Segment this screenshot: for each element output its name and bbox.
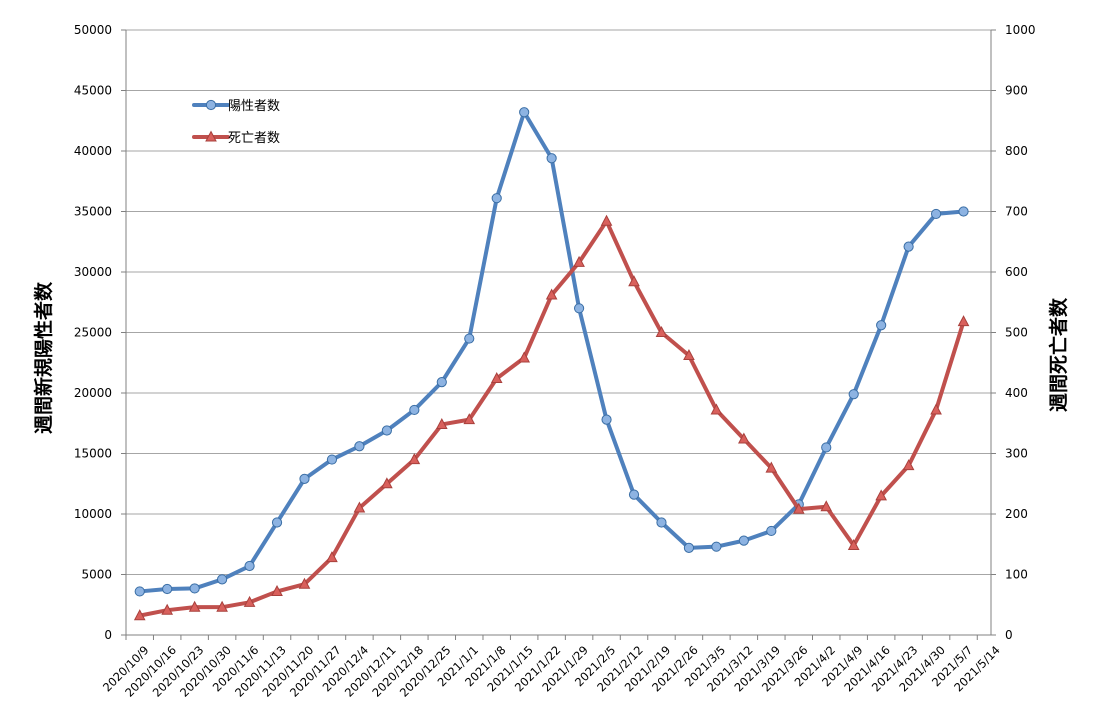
- data-point: [656, 517, 667, 528]
- data-point: [683, 349, 695, 361]
- data-point: [765, 461, 778, 473]
- gridlines: [126, 29, 991, 575]
- data-point: [162, 583, 173, 595]
- data-point: [189, 583, 200, 594]
- data-point: [573, 255, 585, 267]
- y-tick-label: 15000: [74, 447, 112, 461]
- data-point: [711, 541, 722, 552]
- y2-tick-label: 700: [1005, 205, 1028, 219]
- y2-tick-label: 1000: [1005, 23, 1036, 37]
- data-point: [848, 389, 859, 400]
- data-point: [930, 403, 942, 415]
- data-point: [710, 403, 723, 415]
- data-point: [546, 153, 557, 164]
- data-point: [408, 453, 421, 465]
- data-point: [244, 560, 255, 572]
- data-point: [188, 600, 201, 612]
- data-point: [847, 538, 860, 551]
- legend-marker: [205, 130, 217, 142]
- data-point: [490, 372, 503, 384]
- data-point: [820, 500, 833, 512]
- y2-axis-title: 週間死亡者数: [1047, 297, 1070, 412]
- x-axis-ticks: 2020/10/92020/10/162020/10/232020/10/302…: [100, 643, 1003, 700]
- data-point: [930, 208, 942, 220]
- legend-label: 死亡者数: [228, 131, 280, 146]
- y-axis-ticks: 0 5000 10000 15000 20000 25000 30000 35000 40000…: [74, 23, 112, 642]
- y2-tick-label: 400: [1005, 386, 1028, 400]
- data-point: [683, 542, 695, 553]
- y2-tick-label: 500: [1005, 326, 1028, 340]
- data-point: [381, 477, 393, 489]
- y-tick-label: 50000: [74, 23, 112, 37]
- data-point: [738, 535, 749, 546]
- data-point: [463, 413, 476, 425]
- data-point: [134, 586, 145, 597]
- data-point: [957, 315, 970, 327]
- data-point: [161, 603, 174, 615]
- data-point: [518, 351, 531, 363]
- y2-tick-label: 600: [1005, 265, 1028, 279]
- y-tick-label: 35000: [74, 205, 112, 219]
- y2-tick-label: 200: [1005, 507, 1028, 521]
- y-axis-title: 週間新規陽性者数: [32, 281, 55, 434]
- data-point: [381, 425, 392, 436]
- data-point: [217, 574, 228, 585]
- axes: [121, 29, 996, 640]
- series-line-1: [137, 110, 966, 594]
- data-point: [902, 459, 915, 471]
- y-tick-label: 30000: [74, 265, 112, 279]
- y-tick-label: 20000: [74, 386, 112, 400]
- y2-tick-label: 900: [1005, 84, 1028, 98]
- data-point: [299, 473, 310, 485]
- y-tick-label: 10000: [74, 507, 112, 521]
- y2-tick-label: 0: [1005, 628, 1013, 642]
- data-point: [875, 489, 887, 501]
- data-point: [326, 454, 338, 465]
- data-point: [628, 275, 640, 287]
- y2-tick-label: 800: [1005, 144, 1028, 158]
- series-layer: [133, 107, 970, 621]
- data-point: [766, 525, 777, 537]
- y2-tick-label: 300: [1005, 447, 1028, 461]
- data-point: [409, 404, 420, 416]
- data-point: [353, 501, 366, 513]
- data-point: [354, 441, 365, 452]
- data-point: [821, 442, 832, 453]
- legend-marker: [205, 99, 217, 111]
- data-point: [958, 206, 969, 217]
- data-point: [491, 193, 502, 204]
- data-point: [436, 377, 447, 388]
- y2-axis-ticks: 0 100 200 300 400 500 600 700 800 900 1000: [1005, 23, 1036, 642]
- data-point: [271, 517, 283, 528]
- data-point: [655, 326, 668, 338]
- data-point: [326, 551, 338, 563]
- y2-tick-label: 100: [1005, 568, 1028, 582]
- y-tick-label: 40000: [74, 144, 112, 158]
- data-point: [601, 414, 612, 425]
- legend-label: 陽性者数: [228, 99, 280, 114]
- data-point: [464, 333, 475, 344]
- data-point: [738, 432, 750, 444]
- data-point: [271, 584, 283, 596]
- data-point: [792, 502, 805, 514]
- y-tick-label: 5000: [81, 568, 112, 582]
- data-point: [243, 595, 256, 607]
- data-point: [545, 288, 558, 300]
- data-point: [298, 577, 311, 589]
- y-tick-label: 45000: [74, 84, 112, 98]
- data-point: [133, 609, 146, 621]
- y-tick-label: 25000: [74, 326, 112, 340]
- data-point: [519, 107, 530, 118]
- data-point: [435, 417, 448, 430]
- data-point: [876, 320, 887, 331]
- data-point: [628, 489, 640, 500]
- data-point: [600, 214, 613, 226]
- y-tick-label: 0: [104, 628, 112, 642]
- data-point: [216, 600, 228, 612]
- data-point: [573, 303, 585, 314]
- data-point: [903, 241, 914, 252]
